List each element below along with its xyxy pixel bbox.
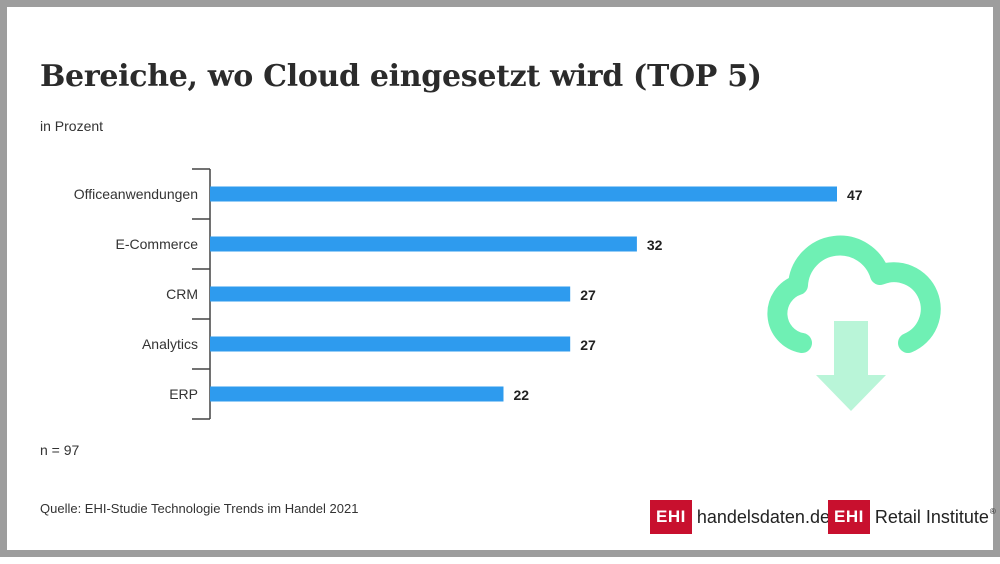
logo-text-handelsdaten: handelsdaten.de	[696, 506, 830, 527]
chart-title: Bereiche, wo Cloud eingesetzt wird (TOP …	[40, 59, 762, 94]
chart-subtitle: in Prozent	[40, 118, 104, 134]
category-label: CRM	[166, 286, 198, 302]
logo-handelsdaten[interactable]: EHI handelsdaten.de	[650, 500, 830, 534]
registered-mark: ®	[989, 506, 996, 516]
cloud-download-icon	[767, 235, 941, 411]
ehi-logo-box: EHI	[650, 500, 692, 534]
bar-officeanwendungen	[210, 186, 837, 202]
category-label: E-Commerce	[116, 236, 199, 252]
category-label: Officeanwendungen	[74, 186, 198, 202]
bar-e-commerce	[210, 236, 637, 252]
category-label: Analytics	[142, 336, 198, 352]
bar-crm	[210, 286, 571, 302]
value-label: 27	[580, 337, 596, 353]
value-label: 47	[847, 187, 863, 203]
source-note: Quelle: EHI-Studie Technologie Trends im…	[40, 501, 359, 516]
download-arrow	[816, 321, 886, 411]
bar-erp	[210, 386, 504, 402]
bar-analytics	[210, 336, 571, 352]
cloud-outline	[767, 235, 941, 353]
ehi-logo-box: EHI	[828, 500, 870, 534]
category-label: ERP	[169, 386, 198, 402]
bar-chart: Officeanwendungen 47 E-Commerce 32 CRM 27 Anal…	[74, 168, 863, 420]
sample-size-note: n = 97	[40, 442, 80, 458]
value-label: 27	[580, 287, 596, 303]
logo-text-retail-institute: Retail Institute®	[875, 507, 996, 528]
logo-retail-institute[interactable]: EHI Retail Institute®	[828, 500, 996, 534]
logo-name: Retail Institute	[874, 506, 989, 527]
value-label: 22	[513, 387, 529, 403]
value-label: 32	[647, 237, 663, 253]
